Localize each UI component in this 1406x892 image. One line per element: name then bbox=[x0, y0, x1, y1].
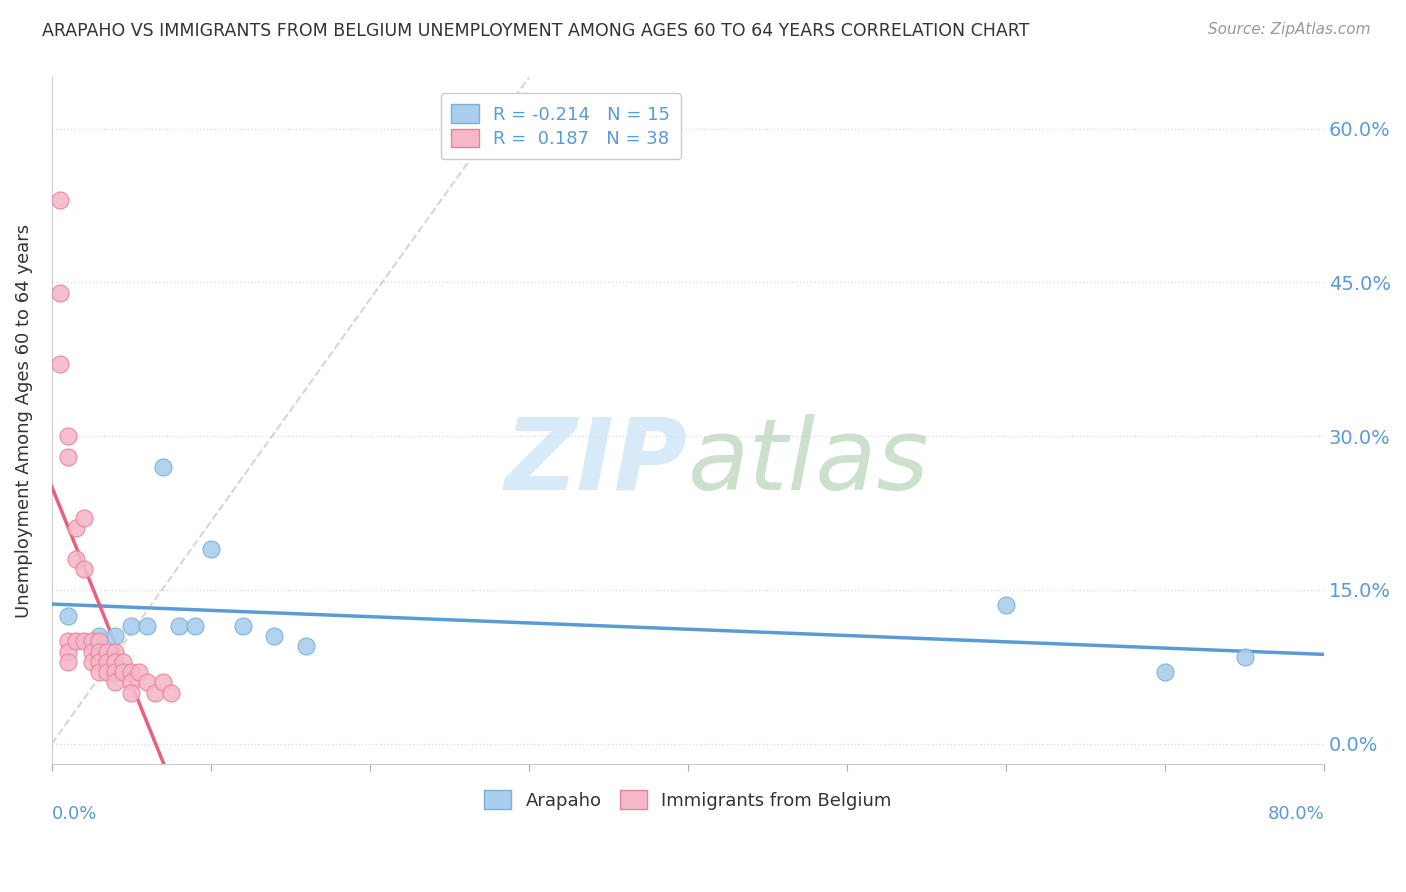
Text: atlas: atlas bbox=[688, 414, 929, 510]
Point bbox=[89, 629, 111, 643]
Point bbox=[120, 665, 142, 679]
Point bbox=[104, 644, 127, 658]
Point bbox=[112, 655, 135, 669]
Point bbox=[152, 460, 174, 475]
Point bbox=[89, 634, 111, 648]
Point bbox=[160, 685, 183, 699]
Text: ZIP: ZIP bbox=[505, 414, 688, 510]
Point bbox=[112, 665, 135, 679]
Point bbox=[56, 655, 79, 669]
Point bbox=[72, 562, 94, 576]
Point bbox=[48, 285, 70, 300]
Point bbox=[80, 634, 103, 648]
Point bbox=[263, 629, 285, 643]
Point bbox=[295, 640, 318, 654]
Point bbox=[65, 634, 87, 648]
Point bbox=[104, 629, 127, 643]
Point bbox=[96, 655, 118, 669]
Point bbox=[120, 675, 142, 690]
Point bbox=[1154, 665, 1177, 679]
Text: Source: ZipAtlas.com: Source: ZipAtlas.com bbox=[1208, 22, 1371, 37]
Point bbox=[56, 429, 79, 443]
Text: 0.0%: 0.0% bbox=[52, 805, 97, 823]
Point bbox=[200, 541, 222, 556]
Point bbox=[96, 644, 118, 658]
Point bbox=[56, 644, 79, 658]
Point bbox=[128, 665, 150, 679]
Point bbox=[120, 685, 142, 699]
Point bbox=[65, 552, 87, 566]
Point bbox=[56, 608, 79, 623]
Point bbox=[96, 665, 118, 679]
Point bbox=[184, 619, 207, 633]
Point bbox=[167, 619, 190, 633]
Point bbox=[56, 450, 79, 464]
Point bbox=[136, 619, 159, 633]
Point bbox=[48, 194, 70, 208]
Text: ARAPAHO VS IMMIGRANTS FROM BELGIUM UNEMPLOYMENT AMONG AGES 60 TO 64 YEARS CORREL: ARAPAHO VS IMMIGRANTS FROM BELGIUM UNEMP… bbox=[42, 22, 1029, 40]
Point bbox=[152, 675, 174, 690]
Point bbox=[995, 599, 1018, 613]
Point bbox=[104, 675, 127, 690]
Text: 80.0%: 80.0% bbox=[1267, 805, 1324, 823]
Point bbox=[72, 511, 94, 525]
Point bbox=[89, 665, 111, 679]
Point bbox=[80, 655, 103, 669]
Point bbox=[232, 619, 254, 633]
Point bbox=[65, 521, 87, 535]
Point bbox=[56, 634, 79, 648]
Point bbox=[89, 644, 111, 658]
Legend: Arapaho, Immigrants from Belgium: Arapaho, Immigrants from Belgium bbox=[477, 783, 898, 817]
Point bbox=[1233, 649, 1256, 664]
Point bbox=[120, 619, 142, 633]
Point bbox=[72, 634, 94, 648]
Y-axis label: Unemployment Among Ages 60 to 64 years: Unemployment Among Ages 60 to 64 years bbox=[15, 224, 32, 618]
Point bbox=[104, 665, 127, 679]
Point bbox=[80, 644, 103, 658]
Point bbox=[136, 675, 159, 690]
Point bbox=[143, 685, 166, 699]
Point bbox=[48, 358, 70, 372]
Point bbox=[104, 655, 127, 669]
Point bbox=[89, 655, 111, 669]
